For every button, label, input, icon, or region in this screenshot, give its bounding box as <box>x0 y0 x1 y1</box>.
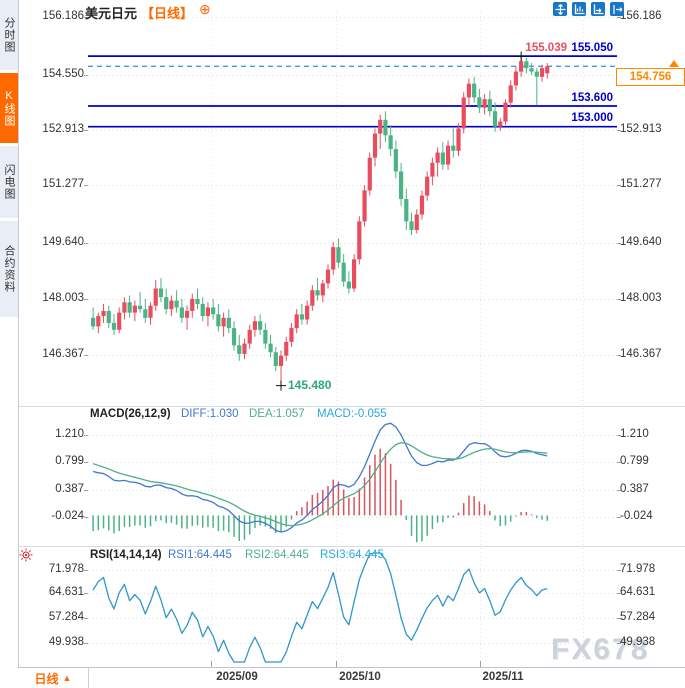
macd-axis-label-right: 1.210 <box>620 428 649 440</box>
y-axis-label-right: 151.277 <box>620 178 662 190</box>
y-axis-label: 152.913 <box>42 123 84 135</box>
sidebar: 分时图 K线图 闪电图 合约资料 <box>0 0 18 688</box>
sidebar-divider <box>18 0 19 688</box>
sidebar-tab-candlestick[interactable]: K线图 <box>0 73 18 143</box>
macd-axis-label: 0.799 <box>55 455 84 467</box>
y-axis-label: 151.277 <box>42 178 84 190</box>
y-axis-label-right: 149.640 <box>620 236 662 248</box>
current-price-tag: 154.756 <box>616 68 685 86</box>
scale-chart-tool-icon[interactable] <box>591 2 605 16</box>
macd-dea-value: DEA:1.057 <box>249 408 305 420</box>
fx678-watermark: FX678 <box>551 633 650 666</box>
period-label: 日线 <box>34 671 59 686</box>
sidebar-tab-contract-info[interactable]: 合约资料 <box>0 221 18 317</box>
y-axis-label-right: 146.367 <box>620 348 662 360</box>
macd-axis-label-right: -0.024 <box>620 510 653 522</box>
x-axis-month-label: 2025/10 <box>339 671 381 683</box>
level-label-155050: 155.050 <box>571 42 613 54</box>
rsi2-value: RSI2:64.445 <box>245 549 309 561</box>
y-axis-label: 146.367 <box>42 348 84 360</box>
x-axis-month-label: 2025/11 <box>482 671 524 683</box>
macd-axis-label: 0.387 <box>55 483 84 495</box>
page-forward-tool-icon[interactable] <box>610 2 624 16</box>
level-label-153000: 153.000 <box>571 112 613 124</box>
y-axis-label-right: 156.186 <box>620 10 662 22</box>
y-axis-label-right: 152.913 <box>620 123 662 135</box>
rsi-axis-label-right: 57.284 <box>620 611 656 623</box>
low-price-annotation: 145.480 <box>288 378 332 392</box>
y-axis-label-right: 148.003 <box>620 292 662 304</box>
rsi-axis-label-right: 64.631 <box>620 586 656 598</box>
latest-arrow-icon <box>669 60 679 67</box>
sidebar-tab-timeline[interactable]: 分时图 <box>0 0 18 70</box>
macd-diff-value: DIFF:1.030 <box>181 408 239 420</box>
add-indicator-icon[interactable]: ⊕ <box>199 1 211 17</box>
y-axis-label: 154.550 <box>42 68 84 80</box>
macd-value: MACD:-0.055 <box>317 408 387 420</box>
rsi-axis-label: 57.284 <box>48 611 84 623</box>
macd-axis-label: -0.024 <box>51 510 84 522</box>
rsi-axis-label: 71.978 <box>48 563 84 575</box>
y-axis-label: 149.640 <box>42 236 84 248</box>
y-axis-label: 156.186 <box>42 10 84 22</box>
chart-toolbar <box>553 2 624 16</box>
macd-axis-label-right: 0.799 <box>620 455 649 467</box>
high-price-annotation: 155.039 <box>525 42 567 54</box>
rsi-title: RSI(14,14,14) <box>90 549 162 561</box>
rsi-axis-label: 64.631 <box>48 586 84 598</box>
macd-axis-label-right: 0.387 <box>620 483 649 495</box>
period-up-arrow-icon: ▲ <box>62 673 72 683</box>
x-axis-month-label: 2025/09 <box>216 671 258 683</box>
rsi3-value: RSI3:64.445 <box>320 549 384 561</box>
level-label-153600: 153.600 <box>571 92 613 104</box>
crosshair-tool-icon[interactable] <box>553 2 567 16</box>
macd-axis-label: 1.210 <box>55 428 84 440</box>
period-selector[interactable]: 日线 ▲ <box>18 668 89 688</box>
period-tag: 【日线】 <box>141 6 194 21</box>
y-axis-label: 148.003 <box>42 292 84 304</box>
rsi-axis-label-right: 71.978 <box>620 563 656 575</box>
bottom-bar: 日线 ▲ 2025/09 2025/10 2025/11 <box>18 667 685 688</box>
rsi-axis-label-right: 49.938 <box>620 636 656 648</box>
fit-chart-tool-icon[interactable] <box>572 2 586 16</box>
sidebar-tab-lightning[interactable]: 闪电图 <box>0 146 18 218</box>
indicator-settings-icon[interactable] <box>19 548 33 567</box>
rsi-axis-label: 49.938 <box>48 636 84 648</box>
symbol-title: 美元日元 <box>85 6 138 21</box>
rsi1-value: RSI1:64.445 <box>168 549 232 561</box>
macd-title: MACD(26,12,9) <box>90 408 171 420</box>
